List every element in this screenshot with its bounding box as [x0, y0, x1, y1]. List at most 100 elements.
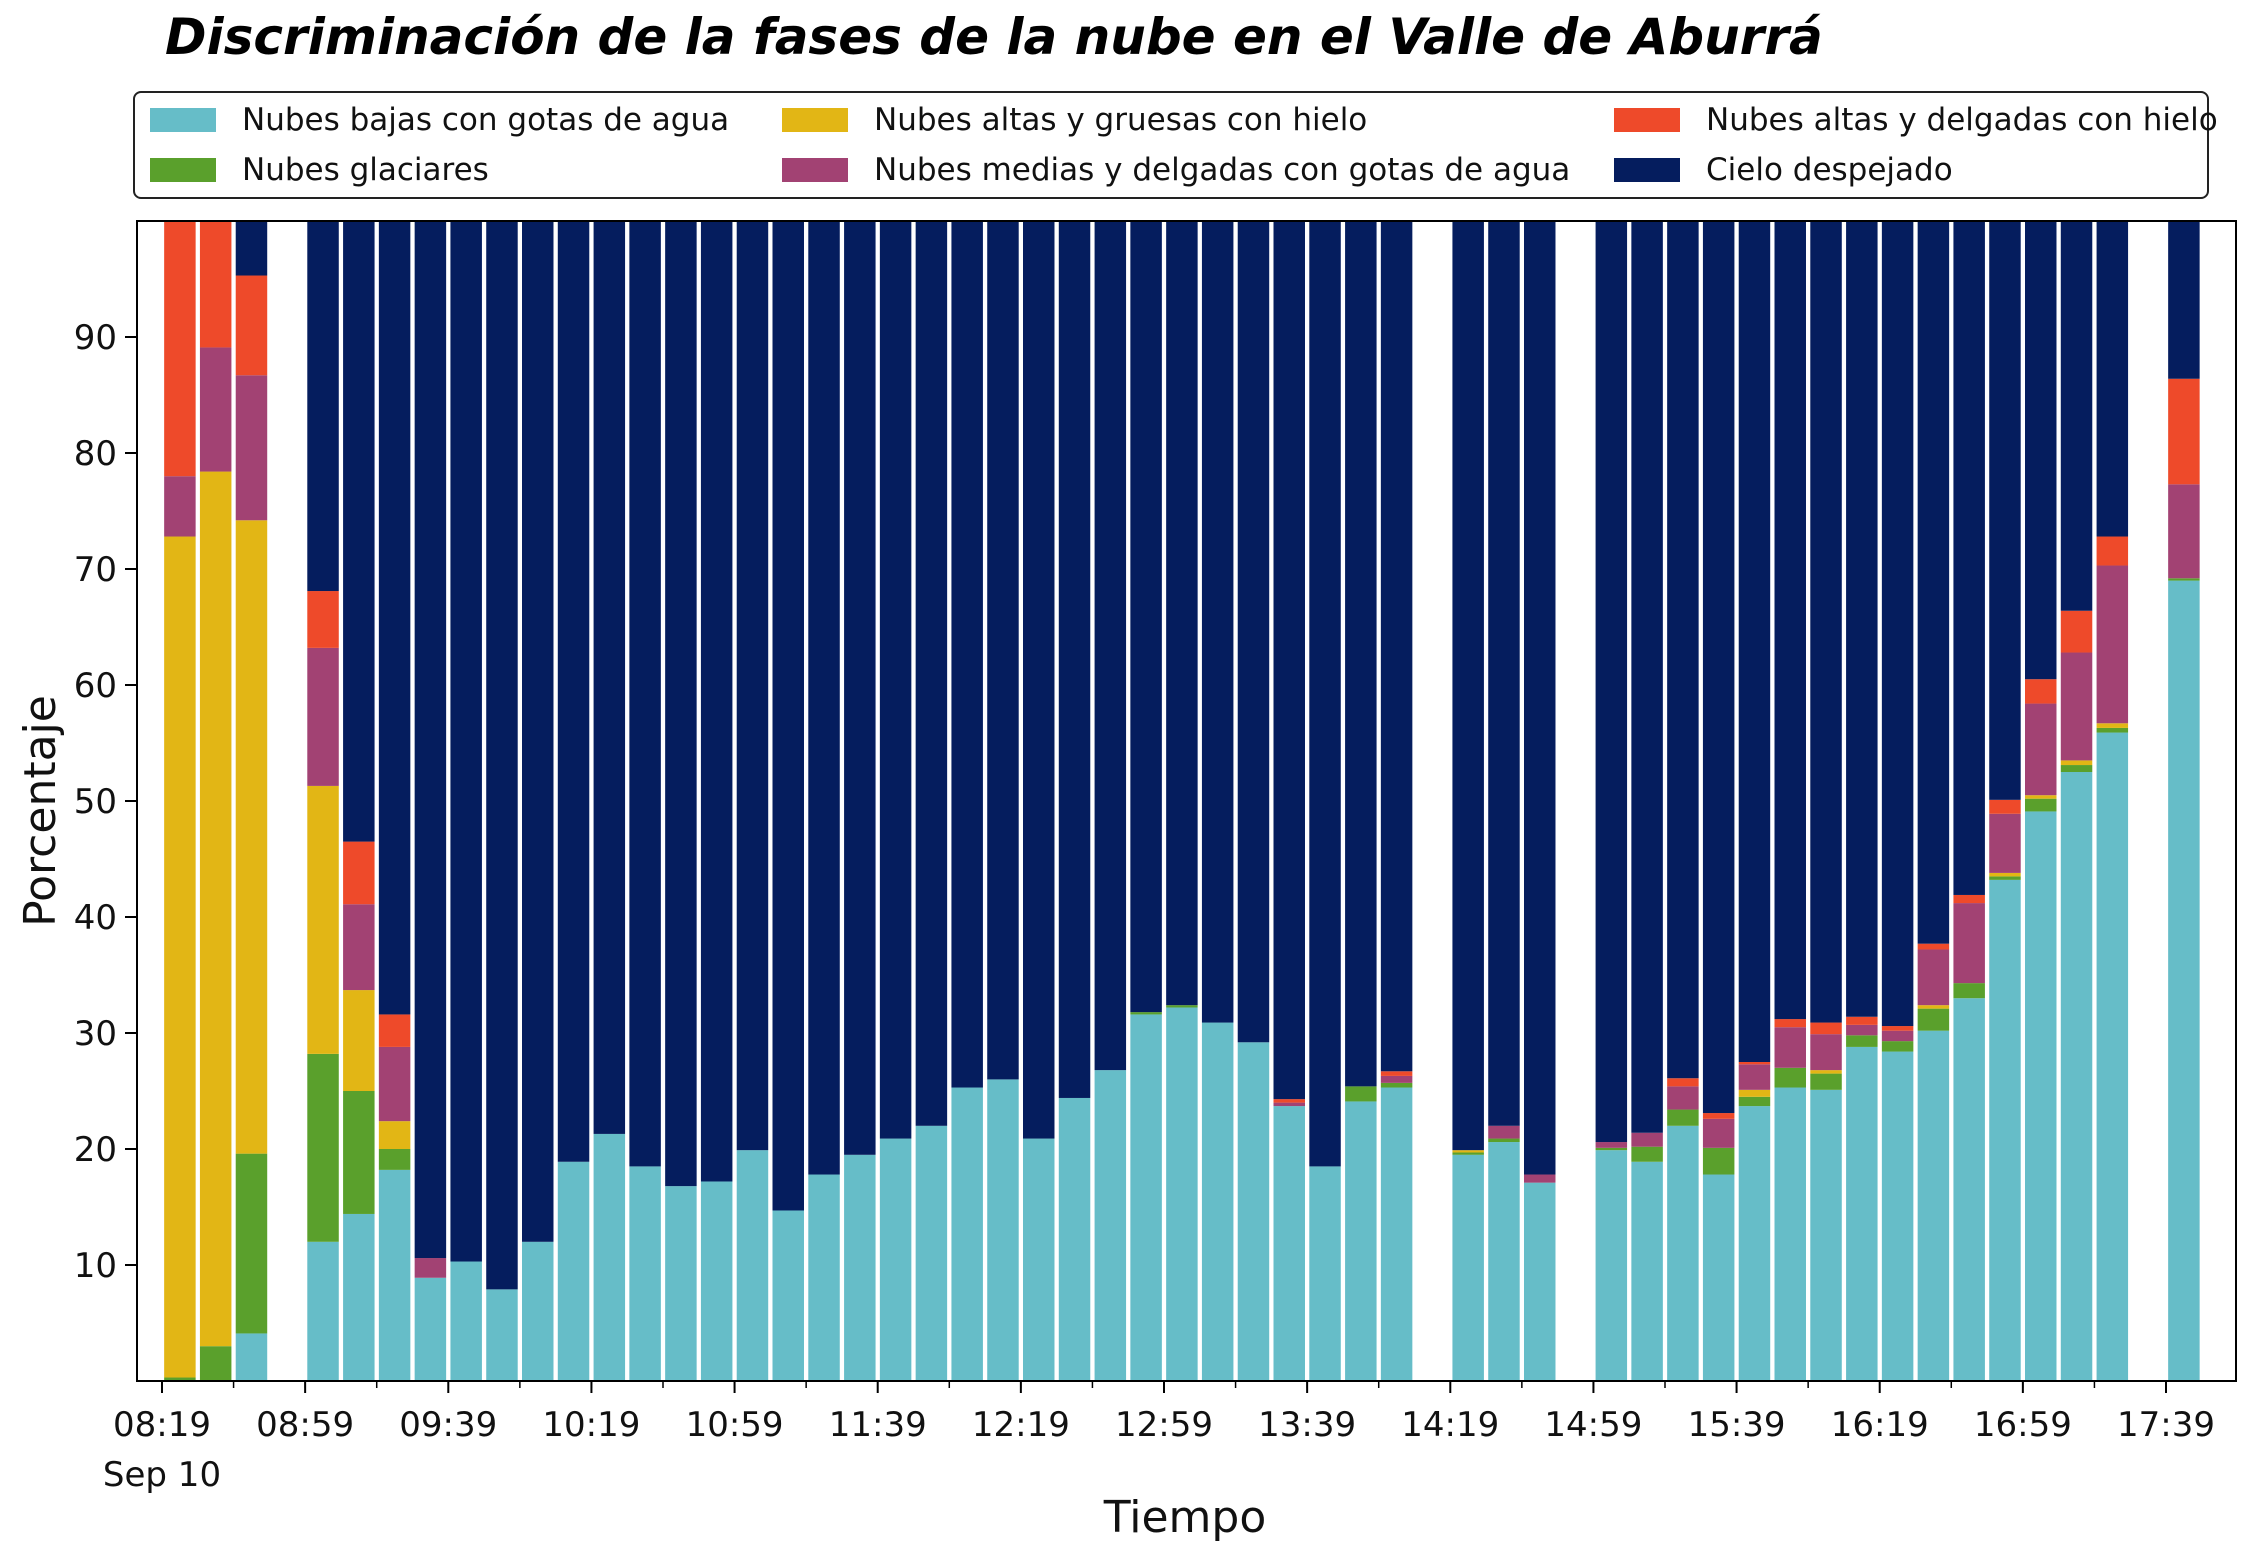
bar-segment-0924-s3	[378, 1046, 411, 1122]
bar-segment-0904-s0	[307, 1241, 339, 1381]
bar-segment-1554-s1	[1774, 1067, 1806, 1088]
y-tick-label: 90	[74, 318, 117, 358]
bar-segment-1704-s0	[2025, 811, 2057, 1381]
bar-segment-1604-s3	[1810, 1034, 1842, 1071]
bar-segment-1434-s3	[1488, 1125, 1520, 1139]
bar-segment-1234-s5	[1058, 221, 1091, 1098]
bar-segment-0904-s4	[307, 591, 339, 648]
bar-segment-1404-s4	[1380, 1071, 1413, 1076]
bar-segment-1504-s5	[1595, 221, 1628, 1143]
bar-segment-1724-s3	[2096, 565, 2129, 724]
bar-segment-0954-s0	[486, 1289, 518, 1381]
legend-swatch-cielo-despejado	[1614, 158, 1680, 182]
legend-label-nubes-bajas: Nubes bajas con gotas de agua	[242, 102, 730, 138]
bar-segment-0934-s5	[414, 221, 447, 1259]
bar-segment-0824-s4	[164, 221, 196, 477]
x-tick-label: 08:59	[256, 1405, 354, 1445]
legend-label-nubes-altas-gruesas: Nubes altas y gruesas con hielo	[874, 102, 1368, 138]
bar-segment-0844-s2	[235, 520, 268, 1154]
bar-segment-1744-s3	[2168, 484, 2200, 579]
x-tick-label: 16:59	[1974, 1405, 2072, 1445]
x-tick-label: 09:39	[399, 1405, 497, 1445]
bar-segment-1254-s0	[1130, 1014, 1162, 1381]
bar-segment-1404-s0	[1380, 1087, 1413, 1381]
bar-segment-1114-s0	[772, 1210, 804, 1381]
bar-segment-1504-s3	[1595, 1142, 1628, 1148]
legend-item-nubes-medias-delgadas: Nubes medias y delgadas con gotas de agu…	[782, 150, 1570, 190]
bar-segment-1624-s5	[1881, 221, 1914, 1027]
bar-segment-1344-s0	[1309, 1166, 1341, 1381]
bar-segment-1634-s4	[1917, 943, 1950, 950]
bar-segment-0934-s3	[414, 1258, 447, 1278]
bar-segment-1534-s1	[1702, 1147, 1735, 1175]
bar-segment-1044-s0	[665, 1186, 697, 1381]
bar-segment-1124-s0	[808, 1174, 840, 1381]
bar-segment-1614-s0	[1846, 1046, 1878, 1381]
bar-segment-0824-s3	[164, 476, 196, 537]
bar-segment-0914-s5	[343, 221, 375, 842]
bar-segment-0924-s5	[378, 221, 411, 1015]
bar-segment-1644-s1	[1953, 983, 1985, 999]
y-tick-label: 50	[74, 782, 117, 822]
bar-segment-1204-s0	[951, 1087, 983, 1381]
bar-segment-1214-s5	[987, 221, 1019, 1080]
bar-segment-1714-s1	[2060, 765, 2093, 772]
bar-segment-1744-s4	[2168, 378, 2200, 485]
y-tick-label: 40	[74, 898, 117, 938]
bar-segment-1504-s0	[1595, 1150, 1628, 1381]
bar-segment-1524-s1	[1667, 1109, 1699, 1126]
bar-segment-1644-s5	[1953, 221, 1985, 895]
bar-segment-1234-s0	[1058, 1097, 1091, 1381]
legend-swatch-nubes-medias-delgadas	[782, 158, 848, 182]
bar-segment-1524-s5	[1667, 221, 1699, 1079]
bar-segment-0834-s4	[199, 221, 232, 348]
bar-segment-0914-s4	[343, 841, 375, 905]
y-tick-label: 60	[74, 666, 117, 706]
bar-segment-1444-s3	[1524, 1174, 1556, 1183]
bar-segment-1624-s3	[1881, 1030, 1914, 1042]
bar-segment-1614-s3	[1846, 1024, 1878, 1036]
bar-segment-1134-s5	[844, 221, 876, 1155]
bar-segment-1334-s0	[1273, 1106, 1305, 1381]
bar-segment-1334-s5	[1273, 221, 1305, 1100]
bar-segment-1654-s3	[1989, 813, 2021, 873]
bar-segment-0924-s0	[378, 1169, 411, 1381]
bar-segment-1634-s3	[1917, 949, 1950, 1006]
legend-label-nubes-glaciares: Nubes glaciares	[242, 152, 489, 188]
bar-segment-1714-s4	[2060, 610, 2093, 653]
bar-segment-1034-s0	[629, 1166, 661, 1381]
bar-segment-1514-s0	[1631, 1161, 1663, 1381]
bar-segment-0934-s0	[414, 1277, 447, 1381]
bar-segment-1534-s5	[1702, 221, 1735, 1114]
bar-segment-1534-s4	[1702, 1113, 1735, 1119]
bar-segment-1524-s4	[1667, 1078, 1699, 1087]
bar-segment-1604-s0	[1810, 1089, 1842, 1381]
bar-segment-1554-s5	[1774, 221, 1806, 1020]
bars-layer	[164, 221, 2200, 1381]
bar-segment-0844-s4	[235, 275, 268, 376]
bar-segment-0834-s3	[199, 347, 232, 472]
legend-swatch-nubes-glaciares	[150, 158, 216, 182]
legend-item-nubes-altas-gruesas: Nubes altas y gruesas con hielo	[782, 100, 1367, 140]
bar-segment-1704-s2	[2025, 795, 2057, 799]
x-tick-label: 14:59	[1544, 1405, 1642, 1445]
bar-segment-1514-s1	[1631, 1146, 1663, 1162]
bar-segment-1604-s5	[1810, 221, 1842, 1023]
legend-label-nubes-medias-delgadas: Nubes medias y delgadas con gotas de agu…	[874, 152, 1571, 188]
bar-segment-1714-s3	[2060, 652, 2093, 761]
bar-segment-1704-s4	[2025, 679, 2057, 704]
bar-segment-0834-s1	[199, 1346, 232, 1381]
bar-segment-1254-s1	[1130, 1012, 1162, 1015]
legend-item-nubes-altas-delgadas: Nubes altas y delgadas con hielo	[1614, 100, 2218, 140]
bar-segment-1544-s0	[1738, 1106, 1771, 1381]
bar-segment-1544-s2	[1738, 1089, 1771, 1097]
bar-segment-0904-s5	[307, 221, 339, 592]
y-tick-label: 30	[74, 1014, 117, 1054]
bar-segment-1304-s1	[1166, 1005, 1198, 1008]
bar-segment-1434-s5	[1488, 221, 1520, 1126]
bar-segment-1434-s0	[1488, 1142, 1520, 1381]
bar-segment-1724-s2	[2096, 723, 2129, 728]
bar-segment-1544-s3	[1738, 1064, 1771, 1090]
bar-segment-1704-s1	[2025, 798, 2057, 812]
bar-segment-1624-s4	[1881, 1026, 1914, 1031]
